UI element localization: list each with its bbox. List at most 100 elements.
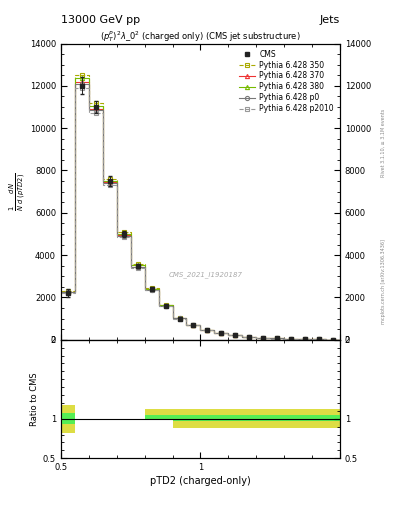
- Pythia 6.428 p0: [233, 332, 238, 338]
- Pythia 6.428 p0: [303, 336, 307, 343]
- Pythia 6.428 350: [79, 72, 84, 78]
- Pythia 6.428 370: [317, 336, 321, 343]
- Line: Pythia 6.428 350: Pythia 6.428 350: [66, 73, 335, 342]
- Pythia 6.428 350: [149, 285, 154, 291]
- Pythia 6.428 p2010: [79, 85, 84, 91]
- Pythia 6.428 350: [163, 302, 168, 308]
- Pythia 6.428 p0: [219, 330, 224, 336]
- Pythia 6.428 380: [261, 335, 266, 341]
- Pythia 6.428 380: [233, 332, 238, 338]
- Pythia 6.428 p0: [191, 322, 196, 328]
- Pythia 6.428 380: [177, 315, 182, 321]
- Pythia 6.428 380: [247, 334, 252, 340]
- Pythia 6.428 350: [219, 330, 224, 336]
- Pythia 6.428 350: [275, 335, 279, 342]
- Pythia 6.428 350: [331, 336, 335, 343]
- Pythia 6.428 350: [289, 336, 294, 342]
- Pythia 6.428 p2010: [247, 334, 252, 340]
- Pythia 6.428 p2010: [94, 110, 98, 116]
- Pythia 6.428 p2010: [289, 336, 294, 342]
- Line: Pythia 6.428 p2010: Pythia 6.428 p2010: [66, 86, 335, 342]
- Pythia 6.428 350: [66, 288, 70, 294]
- Pythia 6.428 350: [121, 229, 126, 235]
- Pythia 6.428 370: [66, 289, 70, 295]
- Pythia 6.428 p2010: [135, 265, 140, 271]
- Pythia 6.428 380: [94, 103, 98, 109]
- Text: Jets: Jets: [320, 14, 340, 25]
- Pythia 6.428 p2010: [317, 336, 321, 343]
- Pythia 6.428 370: [331, 336, 335, 343]
- Text: Rivet 3.1.10, ≥ 3.1M events: Rivet 3.1.10, ≥ 3.1M events: [381, 109, 386, 178]
- Pythia 6.428 380: [191, 322, 196, 328]
- Pythia 6.428 370: [107, 179, 112, 185]
- Line: Pythia 6.428 p0: Pythia 6.428 p0: [66, 81, 335, 342]
- Pythia 6.428 p2010: [121, 234, 126, 240]
- Pythia 6.428 380: [163, 302, 168, 308]
- Pythia 6.428 p2010: [149, 287, 154, 293]
- Pythia 6.428 370: [135, 264, 140, 270]
- Pythia 6.428 350: [177, 314, 182, 321]
- Line: Pythia 6.428 380: Pythia 6.428 380: [66, 76, 335, 342]
- Pythia 6.428 p2010: [219, 330, 224, 336]
- Pythia 6.428 p2010: [303, 336, 307, 343]
- Pythia 6.428 370: [191, 322, 196, 328]
- Pythia 6.428 370: [205, 327, 210, 333]
- Pythia 6.428 380: [107, 178, 112, 184]
- Pythia 6.428 p0: [79, 81, 84, 87]
- Pythia 6.428 p0: [317, 336, 321, 343]
- Pythia 6.428 380: [303, 336, 307, 343]
- Pythia 6.428 p0: [66, 289, 70, 295]
- Pythia 6.428 p0: [135, 264, 140, 270]
- Y-axis label: Ratio to CMS: Ratio to CMS: [30, 372, 39, 426]
- Pythia 6.428 370: [233, 332, 238, 338]
- Pythia 6.428 350: [233, 332, 238, 338]
- Pythia 6.428 p2010: [331, 336, 335, 343]
- Pythia 6.428 p0: [275, 335, 279, 342]
- Pythia 6.428 370: [303, 336, 307, 343]
- Pythia 6.428 380: [331, 336, 335, 343]
- Pythia 6.428 p0: [205, 327, 210, 333]
- Pythia 6.428 370: [247, 334, 252, 340]
- Pythia 6.428 p0: [94, 107, 98, 113]
- Pythia 6.428 p2010: [233, 332, 238, 338]
- Pythia 6.428 350: [94, 100, 98, 106]
- Pythia 6.428 370: [275, 335, 279, 342]
- Pythia 6.428 p0: [177, 315, 182, 322]
- Pythia 6.428 p0: [163, 303, 168, 309]
- Pythia 6.428 p0: [149, 287, 154, 293]
- Pythia 6.428 350: [317, 336, 321, 343]
- Y-axis label: $\frac{1}{N}\,\frac{dN}{d\,(pTD2)}$: $\frac{1}{N}\,\frac{dN}{d\,(pTD2)}$: [7, 172, 27, 211]
- Pythia 6.428 350: [247, 334, 252, 340]
- Pythia 6.428 p2010: [107, 182, 112, 188]
- Line: Pythia 6.428 370: Pythia 6.428 370: [66, 79, 335, 342]
- Text: CMS_2021_I1920187: CMS_2021_I1920187: [169, 271, 243, 278]
- Pythia 6.428 370: [289, 336, 294, 342]
- Pythia 6.428 350: [191, 322, 196, 328]
- Pythia 6.428 p2010: [205, 327, 210, 333]
- Pythia 6.428 350: [261, 335, 266, 341]
- Pythia 6.428 370: [94, 106, 98, 112]
- Pythia 6.428 380: [275, 335, 279, 342]
- Pythia 6.428 380: [135, 262, 140, 268]
- Pythia 6.428 350: [135, 261, 140, 267]
- Pythia 6.428 370: [79, 78, 84, 84]
- Pythia 6.428 p2010: [261, 335, 266, 341]
- Pythia 6.428 350: [303, 336, 307, 342]
- Pythia 6.428 370: [219, 330, 224, 336]
- Text: mcplots.cern.ch [arXiv:1306.3436]: mcplots.cern.ch [arXiv:1306.3436]: [381, 239, 386, 324]
- Title: $(p_T^P)^2\lambda\_0^2$ (charged only) (CMS jet substructure): $(p_T^P)^2\lambda\_0^2$ (charged only) (…: [100, 29, 301, 44]
- Pythia 6.428 370: [177, 315, 182, 321]
- Pythia 6.428 380: [149, 286, 154, 292]
- Pythia 6.428 p2010: [177, 315, 182, 322]
- Pythia 6.428 380: [219, 330, 224, 336]
- Pythia 6.428 370: [149, 286, 154, 292]
- Pythia 6.428 380: [121, 230, 126, 237]
- Pythia 6.428 p2010: [163, 303, 168, 309]
- Pythia 6.428 p0: [331, 336, 335, 343]
- Pythia 6.428 380: [79, 75, 84, 81]
- Legend: CMS, Pythia 6.428 350, Pythia 6.428 370, Pythia 6.428 380, Pythia 6.428 p0, Pyth: CMS, Pythia 6.428 350, Pythia 6.428 370,…: [236, 47, 336, 116]
- Pythia 6.428 p0: [247, 334, 252, 340]
- Pythia 6.428 p0: [107, 180, 112, 186]
- Pythia 6.428 p0: [289, 336, 294, 342]
- Pythia 6.428 p2010: [191, 322, 196, 328]
